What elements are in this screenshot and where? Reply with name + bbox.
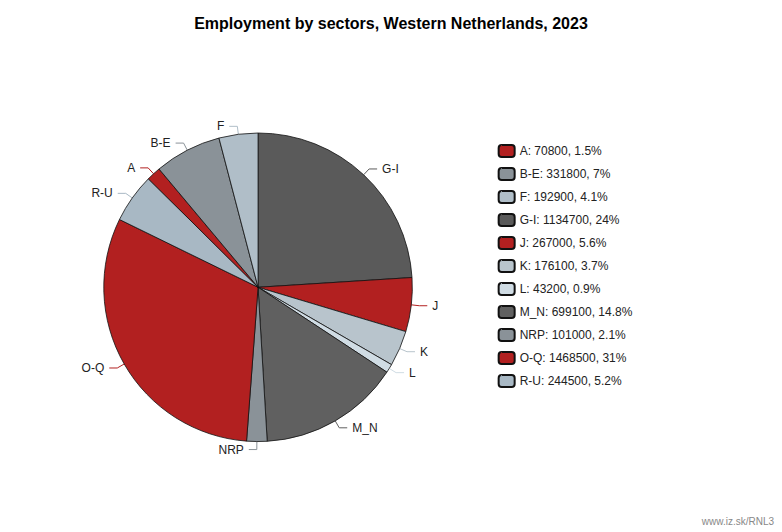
svg-text:NRP: 101000, 2.1%: NRP: 101000, 2.1% [520, 328, 626, 342]
svg-text:F: 192900, 4.1%: F: 192900, 4.1% [520, 190, 608, 204]
svg-text:F: F [217, 119, 224, 133]
svg-text:Employment by sectors, Western: Employment by sectors, Western Netherlan… [194, 15, 588, 32]
svg-text:B-E: B-E [151, 136, 171, 150]
svg-text:A: A [127, 161, 135, 175]
svg-text:L: L [409, 366, 416, 380]
svg-text:G-I: 1134700, 24%: G-I: 1134700, 24% [520, 213, 620, 227]
svg-text:K: 176100, 3.7%: K: 176100, 3.7% [520, 259, 609, 273]
svg-text:M_N: M_N [352, 421, 377, 435]
svg-text:A: 70800, 1.5%: A: 70800, 1.5% [520, 144, 602, 158]
svg-text:M_N: 699100, 14.8%: M_N: 699100, 14.8% [520, 305, 633, 319]
svg-text:R-U: R-U [91, 186, 112, 200]
svg-text:O-Q: O-Q [82, 361, 105, 375]
svg-text:J: 267000, 5.6%: J: 267000, 5.6% [520, 236, 607, 250]
svg-text:G-I: G-I [382, 162, 399, 176]
svg-text:B-E: 331800, 7%: B-E: 331800, 7% [520, 167, 611, 181]
svg-text:www.iz.sk/RNL3: www.iz.sk/RNL3 [701, 516, 775, 527]
svg-text:K: K [420, 345, 428, 359]
svg-text:J: J [432, 299, 438, 313]
svg-text:L: 43200, 0.9%: L: 43200, 0.9% [520, 282, 601, 296]
svg-text:R-U: 244500, 5.2%: R-U: 244500, 5.2% [520, 374, 622, 388]
svg-text:NRP: NRP [218, 443, 243, 457]
svg-text:O-Q: 1468500, 31%: O-Q: 1468500, 31% [520, 351, 627, 365]
